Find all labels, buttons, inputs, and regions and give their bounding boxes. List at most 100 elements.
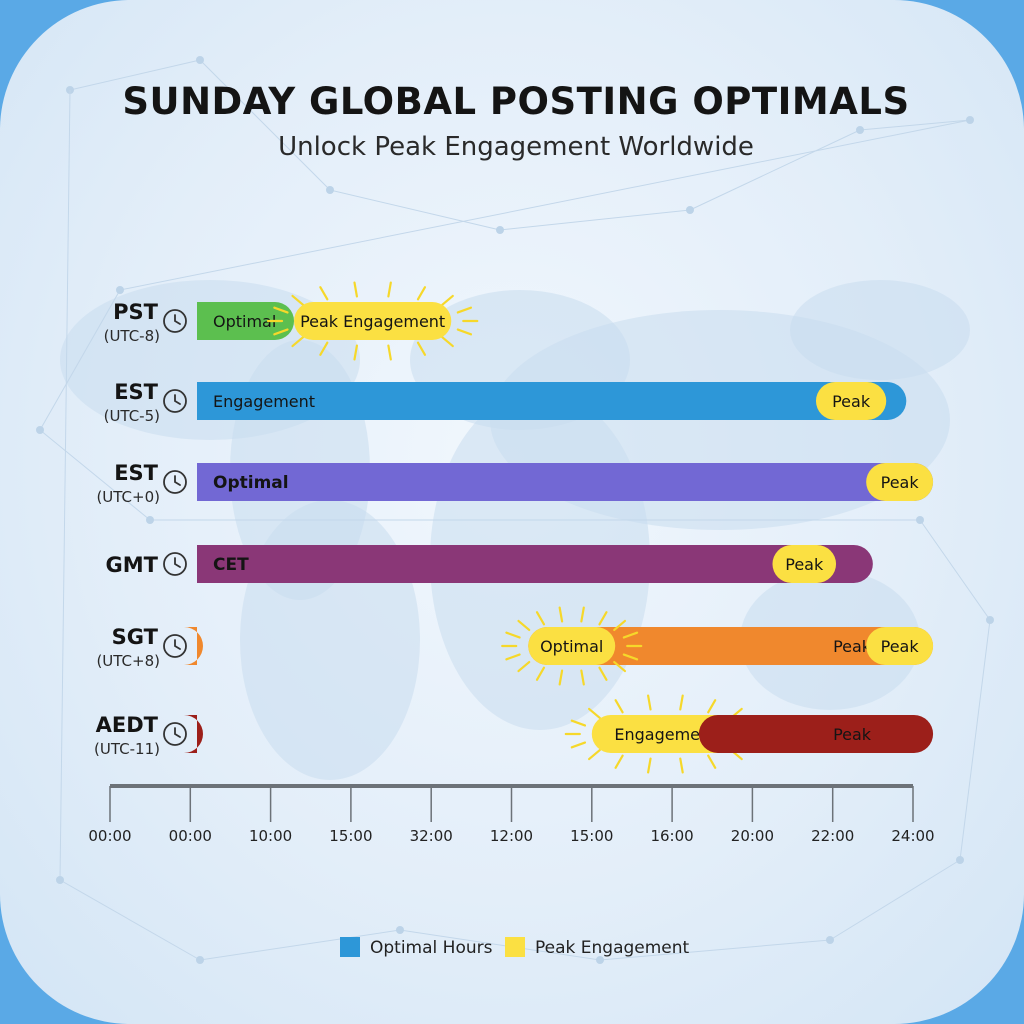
- segment-label: CET: [213, 555, 249, 575]
- peak-glow-ray-8: [570, 741, 587, 749]
- network-line-14: [399, 929, 601, 961]
- peak-glow-ray-17: [622, 631, 639, 639]
- x-tick-label: 15:00: [329, 827, 372, 845]
- peak-glow-ray-17: [456, 306, 473, 314]
- clock-icon: [163, 552, 187, 576]
- network-line-3: [499, 209, 691, 231]
- timezone-name: SGT: [112, 625, 159, 649]
- segment-label: Peak: [881, 473, 920, 492]
- peak-glow-ray-4: [580, 669, 585, 686]
- network-node-4: [686, 206, 694, 214]
- timezone-row-gmt: GMT CET Peak: [106, 545, 873, 583]
- peak-glow-ray-14: [387, 281, 392, 298]
- legend-label: Optimal Hours: [370, 938, 493, 958]
- peak-glow-ray-3: [707, 754, 717, 769]
- network-node-13: [826, 936, 834, 944]
- peak-glow-ray-1: [622, 653, 639, 661]
- clock-icon-face: [163, 552, 187, 576]
- network-node-16: [196, 956, 204, 964]
- timezone-offset: (UTC+0): [96, 488, 160, 506]
- network-line-10: [919, 519, 991, 621]
- peak-glow-ray-7: [291, 335, 305, 348]
- timezone-offset: (UTC+8): [96, 652, 160, 670]
- peak-segment: [294, 302, 452, 340]
- timezone-rows: PST (UTC-8) Optimal Peak Engagement EST (UTC-…: [94, 281, 934, 774]
- clock-icon-hands: [174, 727, 181, 738]
- network-node-1: [196, 56, 204, 64]
- optimal-segment: [197, 545, 873, 583]
- network-node-7: [116, 286, 124, 294]
- peak-glow: [501, 606, 643, 686]
- peak-glow-ray-12: [319, 286, 329, 301]
- peak-glow-ray-2: [613, 660, 627, 673]
- network-node-5: [856, 126, 864, 134]
- peak-segment: [772, 545, 837, 583]
- peak-glow-ray-2: [440, 335, 454, 348]
- timezone-name: GMT: [106, 553, 159, 577]
- peak-glow-ray-13: [558, 606, 564, 623]
- network-line-15: [199, 929, 401, 961]
- legend-item: Peak Engagement: [505, 937, 690, 958]
- peak-segment: [866, 463, 934, 501]
- peak-glow-ray-5: [647, 757, 652, 774]
- timezone-row-est: EST (UTC-5) Engagement Peak: [104, 380, 907, 425]
- network-node-2: [326, 186, 334, 194]
- network-line-13: [599, 939, 831, 961]
- peak-glow-ray-15: [598, 611, 608, 626]
- timezone-row-sgt: SGT (UTC+8) Peak Optimal Peak: [96, 606, 934, 686]
- x-axis: 00:00 00:00 10:00 15:00 32:00 12:00 15:00 16:00…: [88, 784, 935, 845]
- bar-segment-stub: [184, 627, 203, 665]
- network-node-17: [56, 876, 64, 884]
- segment-label: Engagement: [614, 725, 716, 744]
- optimal-segment: [197, 463, 934, 501]
- segment-label: Optimal: [213, 312, 276, 331]
- peak-glow-ray-5: [353, 344, 359, 361]
- x-tick-label: 10:00: [249, 827, 292, 845]
- peak-glow: [266, 281, 479, 361]
- timezone-row-aedt: AEDT (UTC-11) Engagement Peak: [94, 694, 934, 774]
- peak-glow-ray-5: [558, 669, 564, 686]
- peak-glow-ray-4: [387, 344, 392, 361]
- timezone-offset: (UTC-8): [104, 327, 160, 345]
- optimal-segment: [197, 382, 907, 420]
- clock-icon: [163, 722, 187, 746]
- segment-label: Peak Engagement: [300, 312, 445, 331]
- clock-icon-hands: [174, 557, 181, 568]
- segment-label: Peak: [785, 555, 824, 574]
- peak-glow-ray-7: [588, 748, 601, 761]
- peak-glow-ray-3: [416, 341, 427, 356]
- timezone-offset: (UTC-11): [94, 740, 160, 758]
- network-node-15: [396, 926, 404, 934]
- network-node-10: [916, 516, 924, 524]
- bar-segment-stub: [184, 715, 203, 753]
- network-node-6: [966, 116, 974, 124]
- timezone-name: PST: [113, 300, 159, 324]
- chart-title: SUNDAY GLOBAL POSTING OPTIMALS: [122, 80, 909, 123]
- network-line-0: [69, 59, 201, 91]
- peak-glow-ray-6: [535, 666, 546, 681]
- peak-glow-ray-15: [416, 286, 427, 301]
- peak-glow-ray-14: [679, 694, 684, 711]
- segment-label: Engagement: [213, 392, 315, 411]
- network-line-2: [329, 189, 501, 231]
- clock-icon-face: [163, 470, 187, 494]
- x-tick-label: 22:00: [811, 827, 854, 845]
- network-node-8: [36, 426, 44, 434]
- optimal-segment: [698, 715, 934, 753]
- clock-icon-hands: [174, 394, 181, 405]
- x-tick-label: 16:00: [650, 827, 693, 845]
- clock-icon: [163, 309, 187, 333]
- clock-icon-hands: [174, 475, 181, 486]
- network-node-3: [496, 226, 504, 234]
- network-line-16: [59, 879, 201, 961]
- network-line-17: [59, 89, 71, 881]
- clock-icon-face: [163, 389, 187, 413]
- network-line-1: [199, 59, 331, 191]
- peak-glow-ray-10: [273, 306, 289, 314]
- x-tick-label: 12:00: [490, 827, 533, 845]
- segment-label: Optimal: [213, 473, 289, 493]
- peak-glow-ray-11: [517, 619, 531, 632]
- peak-glow-ray-14: [580, 606, 585, 623]
- segment-label: Peak: [833, 637, 872, 656]
